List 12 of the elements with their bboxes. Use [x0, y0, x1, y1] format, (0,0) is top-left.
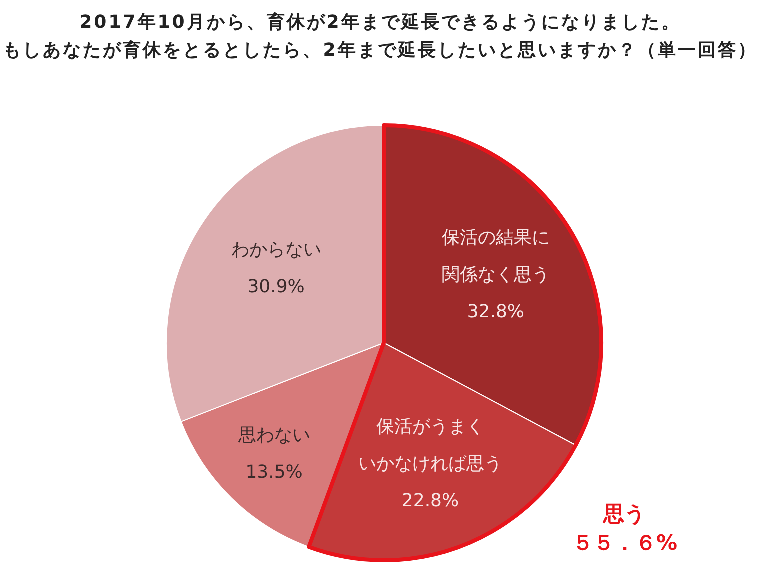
- data-label: 22.8%: [402, 490, 460, 512]
- data-label: 30.9%: [248, 276, 305, 298]
- slice-label: わからない: [231, 239, 322, 260]
- slice-label: 思わない: [237, 424, 310, 446]
- slice-label: 保活の結果に関係なく思う: [442, 228, 550, 286]
- chart-title: 2017年10月から、育休が2年まで延長できるようになりました。: [78, 11, 682, 34]
- text: ５５．６%: [571, 530, 679, 557]
- text: 思う: [602, 501, 648, 528]
- chart-subtitle: もしあなたが育休をとるとしたら、2年まで延長したいと思いますか？（単一回答）: [2, 39, 759, 62]
- data-label: 13.5%: [246, 462, 303, 483]
- data-label: 32.8%: [467, 302, 524, 323]
- slice-label: 保活がうまくいかなければ思う: [358, 416, 503, 475]
